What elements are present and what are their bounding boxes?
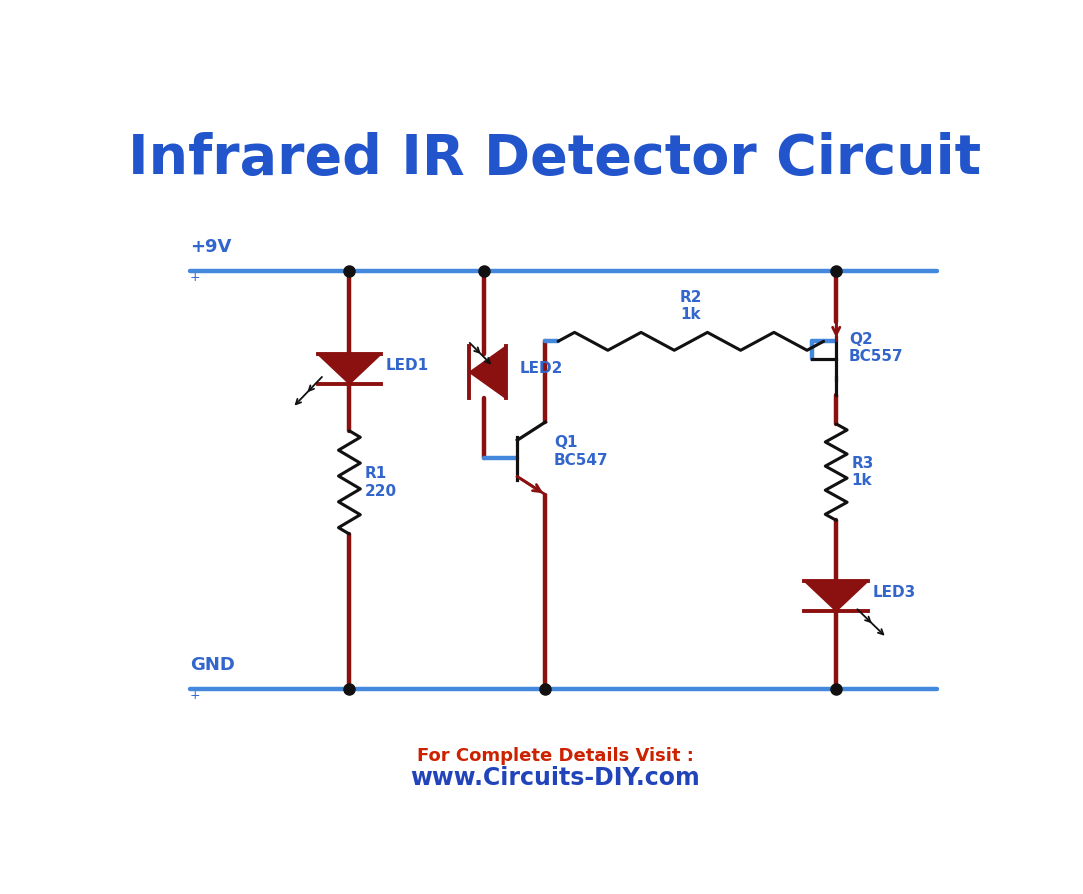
Text: LED3: LED3: [872, 585, 915, 600]
Text: R1
220: R1 220: [365, 467, 396, 499]
Text: Q1
BC547: Q1 BC547: [553, 435, 609, 468]
Text: +9V: +9V: [190, 238, 232, 256]
Polygon shape: [469, 346, 506, 399]
Polygon shape: [317, 354, 381, 384]
Polygon shape: [805, 581, 869, 611]
Text: GND: GND: [190, 656, 235, 674]
Text: R3
1k: R3 1k: [851, 456, 874, 488]
Text: For Complete Details Visit :: For Complete Details Visit :: [417, 746, 693, 764]
Text: Q2
BC557: Q2 BC557: [849, 332, 903, 365]
Text: +: +: [190, 689, 200, 702]
Text: www.Circuits-DIY.com: www.Circuits-DIY.com: [410, 766, 700, 790]
Text: Infrared IR Detector Circuit: Infrared IR Detector Circuit: [129, 132, 981, 186]
Text: LED1: LED1: [386, 358, 429, 373]
Text: +: +: [190, 271, 200, 284]
Text: LED2: LED2: [520, 361, 563, 376]
Text: R2
1k: R2 1k: [680, 290, 702, 322]
